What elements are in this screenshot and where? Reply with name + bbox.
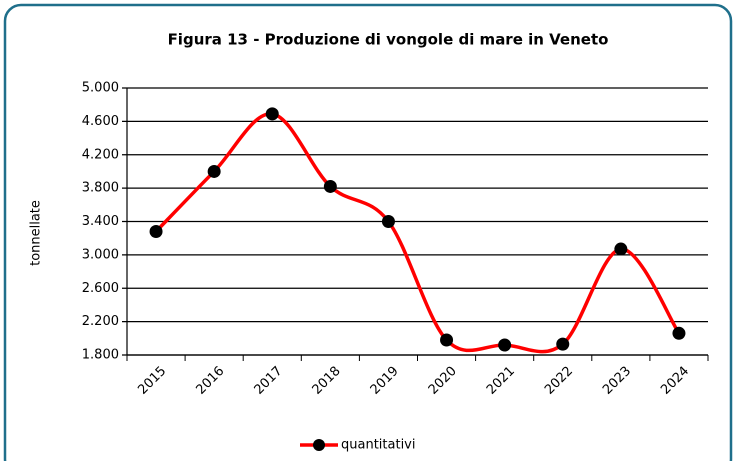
data-point	[207, 164, 221, 178]
data-point	[498, 338, 512, 352]
data-point	[672, 326, 686, 340]
y-tick-label: 2.600	[82, 281, 119, 296]
legend-marker	[313, 439, 325, 451]
y-tick-label: 3.000	[82, 247, 119, 262]
y-tick-label: 4.200	[82, 147, 119, 162]
y-tick-label: 4.600	[82, 114, 119, 129]
data-point	[265, 107, 279, 121]
data-point	[556, 337, 570, 351]
y-tick-label: 3.800	[82, 181, 119, 196]
data-point	[614, 242, 628, 256]
y-tick-label: 1.800	[82, 348, 119, 363]
y-tick-label: 5.000	[82, 81, 119, 96]
chart-frame	[3, 3, 733, 465]
series-line	[154, 112, 681, 354]
chart-title: Figura 13 - Produzione di vongole di mar…	[168, 31, 609, 49]
y-tick-label: 3.400	[82, 214, 119, 229]
data-point	[440, 333, 454, 347]
y-tick-label: 2.200	[82, 314, 119, 329]
legend-label: quantitativi	[341, 438, 415, 453]
y-axis-label: tonnellate	[29, 200, 44, 266]
data-point	[323, 179, 337, 193]
data-point	[149, 225, 163, 239]
data-point	[381, 215, 395, 228]
